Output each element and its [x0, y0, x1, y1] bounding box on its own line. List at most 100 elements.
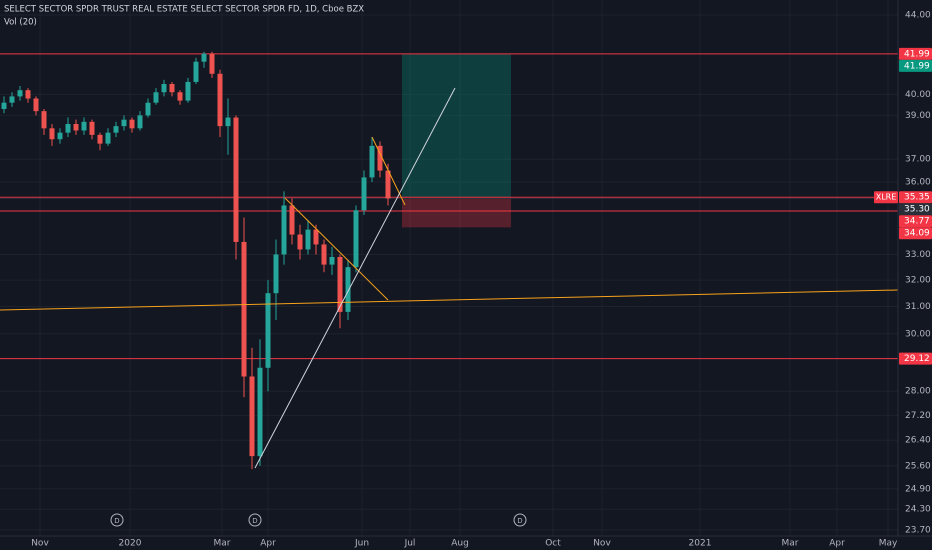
- price-label-box: [899, 203, 932, 216]
- dividend-icon-text: D: [517, 517, 522, 525]
- price-label-box: [899, 227, 932, 240]
- candles: [1, 51, 391, 470]
- trend-line: [0, 289, 899, 311]
- dividend-icon[interactable]: [513, 513, 527, 527]
- price-tick-label: 27.20: [905, 411, 931, 421]
- price-label: 29.12: [904, 354, 930, 364]
- time-tick-label: Apr: [260, 539, 276, 549]
- dividend-markers: D D D: [110, 513, 527, 527]
- time-tick-label: Nov: [593, 539, 611, 549]
- price-tick-label: 32.00: [905, 276, 931, 286]
- time-tick-label: May: [879, 539, 898, 549]
- time-tick-label: Jun: [354, 539, 369, 549]
- trend-line: [284, 197, 389, 301]
- candle-body: [369, 145, 375, 178]
- candle-body: [65, 123, 71, 133]
- candle-body: [225, 117, 231, 127]
- candle-body: [217, 73, 223, 127]
- price-tick-label: 37.00: [905, 155, 931, 165]
- price-label-box: [899, 191, 932, 204]
- candle-body: [41, 111, 47, 129]
- candle-body: [233, 117, 239, 242]
- candle-body: [17, 90, 23, 97]
- symbol-label: XLRE: [876, 193, 897, 202]
- candle-body: [361, 177, 367, 211]
- candle-body: [273, 254, 279, 294]
- price-tick-label: 33.00: [905, 250, 931, 260]
- time-tick-label: Mar: [782, 539, 799, 549]
- candle-body: [121, 119, 127, 127]
- loss-zone: [402, 197, 511, 228]
- candle-body: [337, 256, 343, 312]
- time-tick-label: 2020: [119, 539, 142, 549]
- candle-body: [265, 293, 271, 368]
- candle-body: [129, 119, 135, 129]
- axes: 44.00 40.00 39.00 37.00 36.00 33.00 32.00 31.00…: [31, 11, 932, 549]
- candle-body: [25, 90, 31, 99]
- price-label: 41.99: [904, 61, 930, 71]
- level-lines: [0, 53, 898, 360]
- candle-body: [1, 102, 7, 110]
- price-tick-label: 25.60: [905, 461, 931, 471]
- candle-body: [305, 229, 311, 250]
- candle-body: [97, 134, 103, 144]
- candle-body: [377, 145, 383, 171]
- candle-body: [73, 123, 79, 131]
- symbol-label-box: [874, 191, 898, 204]
- time-tick-label: Mar: [214, 539, 231, 549]
- price-label-box: [899, 215, 932, 228]
- candle-body: [353, 210, 359, 268]
- candle-body: [201, 53, 207, 62]
- price-tick-label: 36.00: [905, 178, 931, 188]
- candle-body: [257, 367, 263, 457]
- dividend-icon[interactable]: [110, 513, 124, 527]
- price-label: 41.99: [904, 49, 930, 59]
- candle-body: [89, 121, 95, 135]
- candle-body: [57, 132, 63, 140]
- price-label-box: [899, 59, 932, 72]
- price-tick-label: 26.40: [905, 436, 931, 446]
- candle-body: [185, 81, 191, 101]
- price-label-box: [899, 47, 932, 60]
- candle-body: [105, 132, 111, 144]
- time-tick-label: Jul: [404, 539, 416, 549]
- candle-body: [385, 170, 391, 199]
- candle-body: [9, 96, 15, 103]
- profit-zone: [402, 53, 511, 198]
- time-tick-label: 2021: [689, 539, 712, 549]
- candle-body: [297, 234, 303, 250]
- candle-body: [113, 126, 119, 133]
- candle-body: [145, 102, 151, 116]
- price-label: 35.30: [904, 205, 930, 215]
- candle-body: [329, 256, 335, 265]
- candle-body: [137, 115, 143, 129]
- price-tick-label: 39.00: [905, 111, 931, 121]
- price-tick-label: 23.70: [905, 526, 931, 536]
- candle-body: [177, 92, 183, 101]
- time-tick-label: Nov: [31, 539, 49, 549]
- dividend-icon-text: D: [252, 517, 257, 525]
- candle-body: [249, 376, 255, 457]
- candle-body: [153, 92, 159, 103]
- price-tick-label: 28.00: [905, 387, 931, 397]
- dividend-icon[interactable]: [248, 513, 262, 527]
- candle-body: [289, 205, 295, 235]
- price-tick-label: 24.30: [905, 505, 931, 515]
- time-tick-label: Oct: [545, 539, 561, 549]
- candle-body: [241, 241, 247, 377]
- candle-body: [161, 83, 167, 93]
- drawings: [0, 87, 899, 469]
- candle-body: [281, 205, 287, 255]
- price-label: 34.77: [904, 217, 930, 227]
- candle-body: [209, 53, 215, 74]
- trend-line: [254, 87, 456, 469]
- candle-body: [33, 98, 39, 112]
- symbol-title[interactable]: SELECT SECTOR SPDR TRUST REAL ESTATE SEL…: [4, 5, 364, 15]
- price-label: 34.09: [904, 229, 930, 239]
- candle-body: [49, 128, 55, 140]
- indicator-label[interactable]: Vol (20): [4, 18, 37, 28]
- price-tick-label: 31.00: [905, 302, 931, 312]
